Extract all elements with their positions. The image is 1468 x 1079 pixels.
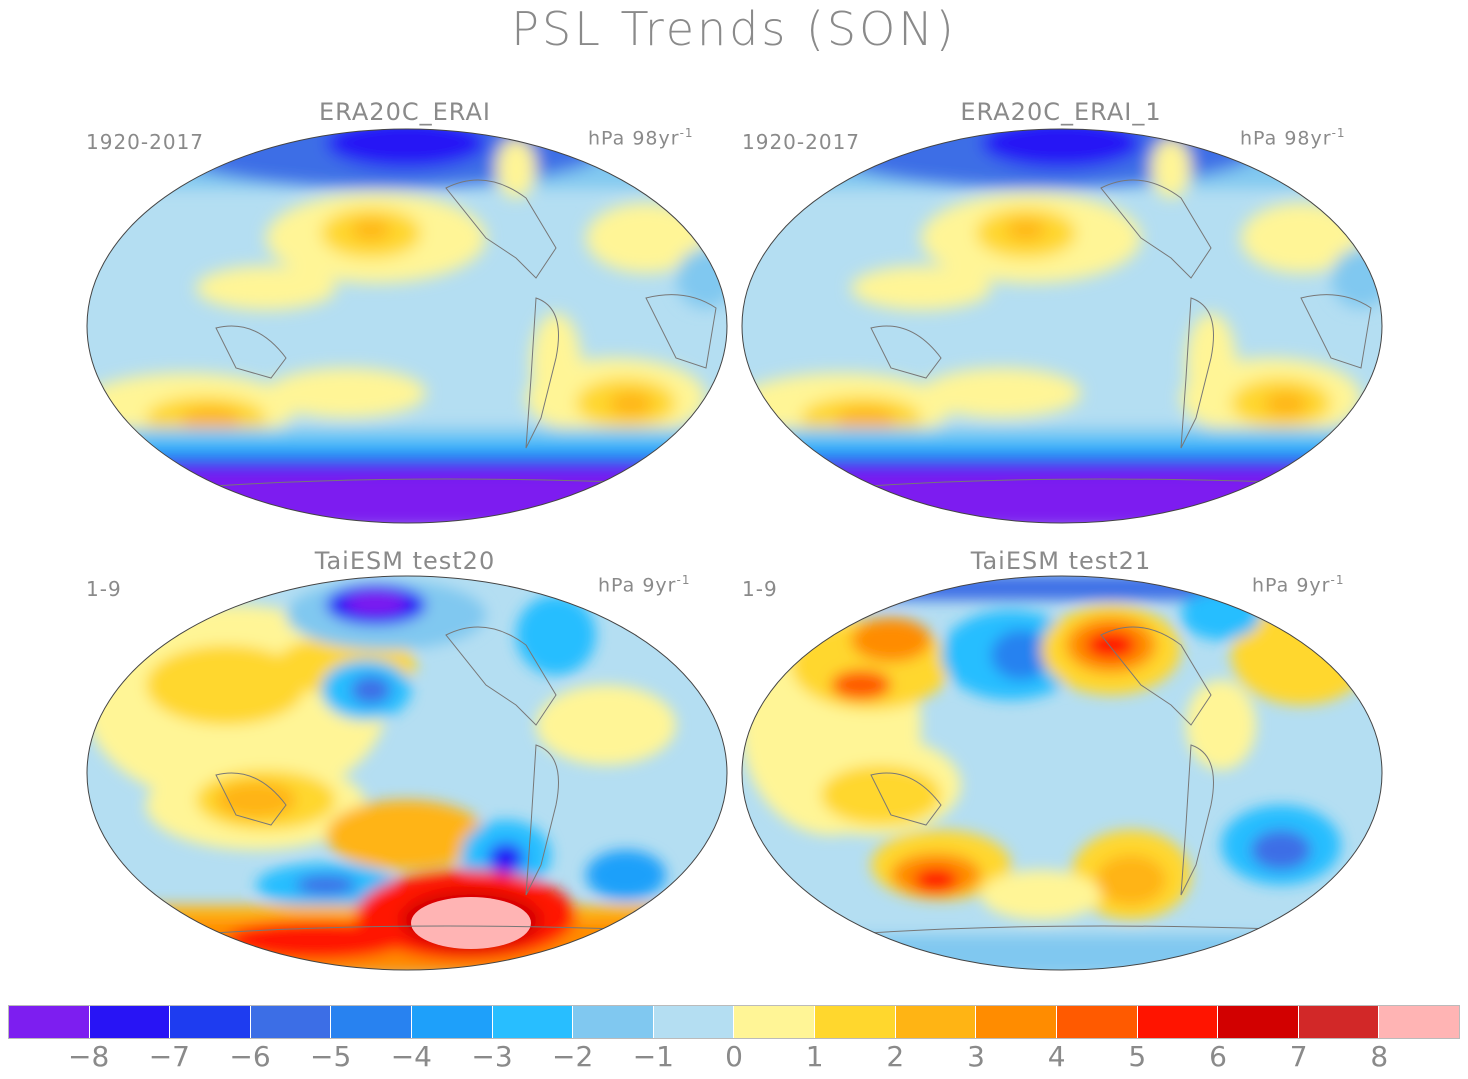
colorbar-tick-label: 6 — [1209, 1040, 1227, 1073]
colorbar-segment — [1298, 1006, 1380, 1038]
colorbar-tick-label: 1 — [805, 1040, 824, 1073]
panel-units-3: hPa 9yr-1 — [598, 573, 691, 597]
colorbar-tick-label: −5 — [310, 1040, 352, 1073]
map-era20c-erai-1 — [741, 128, 1383, 524]
panel-title-3: TaiESM test20 — [314, 547, 496, 575]
map-era20c-erai — [86, 128, 728, 524]
colorbar-tick-label: 5 — [1128, 1040, 1147, 1073]
panel-period-3: 1-9 — [86, 577, 122, 601]
colorbar-segment — [734, 1006, 816, 1038]
colorbar-segment — [9, 1006, 90, 1038]
colorbar-segment — [976, 1006, 1057, 1038]
colorbar-segment — [1137, 1006, 1219, 1038]
colorbar-segment — [89, 1006, 171, 1038]
colorbar-tick-label: −7 — [148, 1040, 190, 1073]
colorbar — [8, 1005, 1460, 1039]
colorbar-tick-label: 7 — [1289, 1040, 1308, 1073]
colorbar-tick-label: −8 — [68, 1040, 110, 1073]
colorbar-tick-label: −6 — [229, 1040, 271, 1073]
colorbar-tick-label: 0 — [725, 1040, 743, 1073]
colorbar-segment — [895, 1006, 977, 1038]
colorbar-tick-label: 3 — [967, 1040, 985, 1073]
figure-title: PSL Trends (SON) — [511, 2, 957, 56]
colorbar-tick-label: −2 — [552, 1040, 594, 1073]
colorbar-tick-label: −3 — [471, 1040, 513, 1073]
panel-title-1: ERA20C_ERAI — [319, 98, 491, 126]
panel-period-1: 1920-2017 — [86, 130, 205, 154]
colorbar-tick-label: 2 — [886, 1040, 905, 1073]
colorbar-tick-label: −1 — [632, 1040, 674, 1073]
panel-period-2: 1920-2017 — [742, 130, 861, 154]
colorbar-segment — [573, 1006, 654, 1038]
colorbar-segment — [331, 1006, 413, 1038]
panel-title-2: ERA20C_ERAI_1 — [960, 98, 1162, 126]
panel-units-4: hPa 9yr-1 — [1252, 573, 1345, 597]
panel-title-4: TaiESM test21 — [970, 547, 1152, 575]
panel-units-1: hPa 98yr-1 — [588, 126, 694, 150]
colorbar-segment — [492, 1006, 574, 1038]
colorbar-segment — [1379, 1006, 1459, 1038]
colorbar-segment — [250, 1006, 332, 1038]
map-taiesm-test21 — [741, 575, 1383, 971]
colorbar-segment — [653, 1006, 735, 1038]
colorbar-segment — [170, 1006, 251, 1038]
colorbar-segment — [1218, 1006, 1299, 1038]
colorbar-tick-label: 8 — [1370, 1040, 1389, 1073]
panel-units-2: hPa 98yr-1 — [1240, 126, 1346, 150]
colorbar-tick-label: −4 — [390, 1040, 432, 1073]
colorbar-tick-label: 4 — [1047, 1040, 1066, 1073]
map-taiesm-test20 — [86, 575, 728, 971]
colorbar-segment — [1056, 1006, 1138, 1038]
colorbar-segment — [412, 1006, 493, 1038]
panel-period-4: 1-9 — [742, 577, 778, 601]
colorbar-segment — [815, 1006, 896, 1038]
